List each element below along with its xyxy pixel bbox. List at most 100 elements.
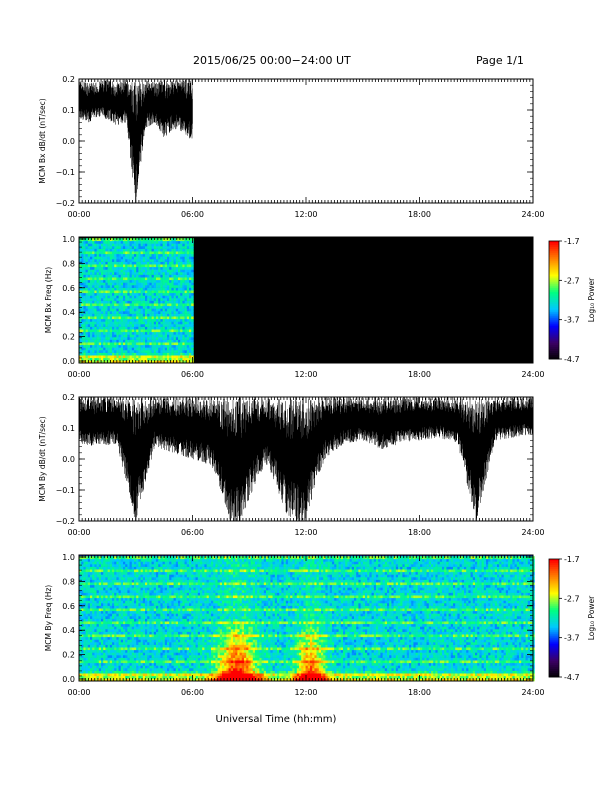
spectrogram-cell: [94, 321, 97, 325]
spectrogram-cell: [149, 251, 152, 255]
spectrogram-cell: [138, 355, 141, 359]
spectrogram-cell: [140, 253, 144, 257]
spectrogram-cell: [116, 298, 119, 301]
spectrogram-cell: [92, 587, 95, 591]
spectrogram-cell: [103, 303, 106, 307]
spectrogram-cell: [90, 266, 93, 270]
spectrogram-cell: [125, 616, 128, 619]
spectrogram-cell: [167, 360, 170, 364]
spectrogram-cell: [167, 344, 170, 348]
spectrogram-cell: [94, 246, 97, 249]
spectrogram-cell: [184, 251, 188, 255]
spectrogram-cell: [189, 342, 192, 346]
spectrogram-cell: [131, 287, 135, 291]
spectrogram-cell: [184, 253, 188, 257]
spectrogram-cell: [96, 618, 100, 622]
spectrogram-cell: [186, 248, 190, 252]
spectrogram-cell: [158, 290, 161, 294]
spectrogram-cell: [156, 342, 159, 346]
spectrogram-cell: [178, 316, 181, 320]
spectrogram-cell: [136, 243, 139, 247]
spectrogram-cell: [92, 657, 95, 661]
spectrogram-cell: [142, 248, 146, 252]
spectrogram-cell: [105, 321, 108, 325]
spectrogram-cell: [103, 566, 106, 570]
spectrogram-cell: [103, 264, 106, 268]
spectrogram-cell: [116, 344, 119, 348]
spectrogram-cell: [85, 649, 89, 653]
spectrogram-cell: [171, 240, 174, 244]
spectrogram-cell: [138, 668, 141, 671]
spectrogram-cell: [109, 574, 113, 578]
spectrogram-cell: [112, 655, 115, 658]
spectrogram-cell: [98, 577, 102, 580]
spectrogram-cell: [83, 298, 86, 301]
spectrogram-cell: [151, 287, 155, 291]
spectrogram-cell: [94, 660, 97, 664]
spectrogram-cell: [87, 274, 91, 278]
spectrogram-cell: [145, 256, 148, 260]
spectrogram-cell: [112, 662, 115, 666]
spectrogram-cell: [96, 298, 100, 301]
spectrogram-cell: [116, 274, 119, 278]
spectrogram-cell: [94, 279, 97, 283]
spectrogram-cell: [109, 357, 113, 361]
spectrogram-cell: [136, 355, 139, 359]
spectrogram-cell: [138, 305, 141, 309]
spectrogram-cell: [129, 350, 133, 353]
spectrogram-cell: [96, 282, 100, 286]
spectrogram-cell: [101, 248, 104, 252]
spectrogram-cell: [136, 564, 139, 567]
spectrogram-cell: [136, 337, 139, 340]
spectrogram-cell: [109, 634, 113, 638]
spectrogram-cell: [153, 269, 157, 273]
spectrogram-cell: [116, 655, 119, 658]
spectrogram-cell: [153, 334, 157, 338]
spectrogram-cell: [81, 248, 84, 252]
spectrogram-cell: [164, 261, 168, 265]
spectrogram-cell: [125, 590, 128, 593]
spectrogram-cell: [127, 277, 130, 281]
spectrogram-cell: [81, 649, 84, 653]
spectrogram-cell: [153, 240, 157, 244]
spectrogram-cell: [118, 269, 122, 273]
spectrogram-cell: [105, 644, 108, 648]
spectrogram-cell: [118, 665, 122, 669]
spectrogram-cell: [171, 272, 174, 275]
spectrogram-cell: [182, 300, 185, 304]
spectrogram-cell: [87, 629, 91, 632]
spectrogram-cell: [114, 647, 117, 651]
spectrogram-cell: [92, 564, 95, 567]
spectrogram-cell: [92, 331, 95, 335]
spectrogram-cell: [182, 342, 185, 346]
spectrogram-cell: [79, 616, 82, 619]
spectrogram-cell: [98, 277, 102, 281]
spectrogram-cell: [109, 665, 113, 669]
spectrogram-cell: [186, 243, 190, 247]
spectrogram-cell: [171, 326, 174, 330]
spectrogram-cell: [112, 587, 115, 591]
spectrogram-cell: [147, 292, 150, 296]
spectrogram-cell: [90, 571, 93, 575]
spectrogram-cell: [79, 678, 82, 682]
spectrogram-cell: [96, 605, 100, 609]
spectrogram-cell: [92, 574, 95, 578]
spectrogram-cell: [123, 642, 126, 645]
spectrogram-cell: [160, 269, 163, 273]
spectrogram-cell: [90, 290, 93, 294]
spectrogram-cell: [79, 282, 82, 286]
spectrogram-cell: [138, 339, 141, 343]
spectrogram-cell: [107, 313, 111, 317]
spectrogram-cell: [142, 347, 146, 351]
spectrogram-cell: [191, 243, 194, 247]
spectrogram-cell: [147, 352, 150, 356]
spectrogram-cell: [125, 272, 128, 275]
spectrogram-cell: [81, 264, 84, 268]
spectrogram-cell: [114, 350, 117, 353]
spectrogram-cell: [85, 639, 89, 643]
spectrogram-cell: [140, 662, 144, 666]
spectrogram-cell: [164, 292, 168, 296]
spectrogram-cell: [81, 675, 84, 679]
spectrogram-cell: [134, 668, 137, 671]
spectrogram-cell: [127, 566, 130, 570]
